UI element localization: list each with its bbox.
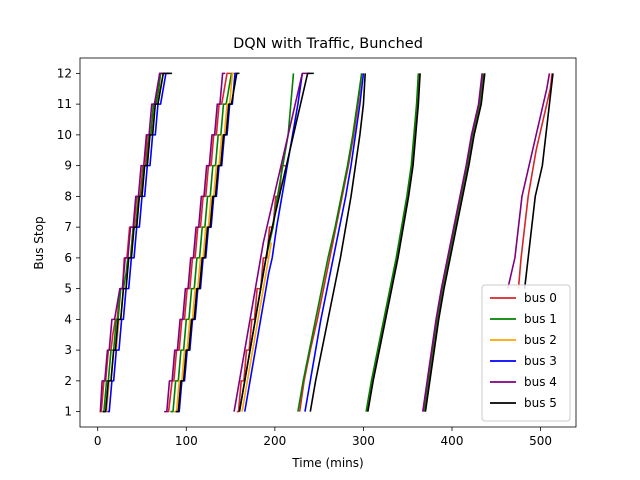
series-line-bus-3-trip-1 — [176, 72, 238, 413]
series-line-bus-2-trip-2 — [241, 242, 273, 412]
x-tick-label: 500 — [529, 434, 552, 448]
series-line-bus-4-trip-2 — [233, 72, 310, 412]
legend-label-bus-0: bus 0 — [524, 291, 557, 305]
series-line-bus-1-trip-5 — [422, 73, 484, 412]
x-tick-label: 300 — [352, 434, 375, 448]
y-tick-label: 5 — [64, 282, 72, 296]
series-line-bus-5-trip-6 — [523, 73, 554, 289]
series-line-bus-5-trip-4 — [367, 73, 421, 412]
y-tick-label: 7 — [64, 220, 72, 234]
chart-title: DQN with Traffic, Bunched — [233, 36, 423, 52]
series-line-bus-0-trip-3 — [298, 73, 363, 412]
legend-label-bus-5: bus 5 — [524, 396, 557, 410]
series-line-bus-0-trip-2 — [236, 164, 286, 413]
y-tick-label: 11 — [57, 97, 72, 111]
series-line-bus-4-trip-3 — [421, 73, 483, 412]
y-tick-label: 8 — [64, 189, 72, 203]
x-tick-label: 200 — [263, 434, 286, 448]
x-tick-label: 100 — [175, 434, 198, 448]
x-axis-label: Time (mins) — [291, 456, 363, 470]
x-tick-label: 400 — [441, 434, 464, 448]
x-axis: 0 100 200 300 400 500 — [94, 427, 552, 448]
series-line-bus-4-trip-1 — [164, 72, 226, 413]
series-line-bus-0-trip-4 — [366, 73, 421, 412]
series-line-bus-5-trip-1 — [175, 72, 240, 413]
y-axis-label: Bus Stop — [32, 216, 46, 269]
legend-label-bus-1: bus 1 — [524, 312, 557, 326]
series-line-bus-0-trip-6 — [517, 73, 553, 289]
series-bus-5 — [103, 72, 554, 413]
y-tick-label: 4 — [64, 312, 72, 326]
y-tick-label: 6 — [64, 251, 72, 265]
y-tick-label: 3 — [64, 343, 72, 357]
series-line-bus-1-trip-3 — [297, 73, 363, 412]
series-line-bus-3-trip-0 — [107, 72, 171, 413]
y-tick-label: 2 — [64, 374, 72, 388]
x-tick-label: 0 — [94, 434, 102, 448]
series-line-bus-3-trip-3 — [304, 73, 365, 412]
series-line-bus-5-trip-3 — [309, 73, 366, 412]
plot-frame — [79, 57, 577, 428]
legend-label-bus-3: bus 3 — [524, 354, 557, 368]
y-tick-label: 10 — [57, 128, 72, 142]
series-line-bus-5-trip-0 — [103, 72, 173, 413]
legend-label-bus-4: bus 4 — [524, 375, 557, 389]
legend: bus 0 bus 1 bus 2 bus 3 bus 4 bus 5 — [481, 284, 571, 422]
series-line-bus-5-trip-2 — [238, 72, 314, 412]
plot-area — [99, 72, 554, 413]
series-line-bus-1-trip-4 — [365, 73, 420, 412]
series-line-bus-4-trip-4 — [507, 73, 551, 289]
y-tick-label: 9 — [64, 159, 72, 173]
series-line-bus-2-trip-1 — [173, 72, 235, 413]
series-bus-4 — [99, 72, 551, 413]
y-tick-label: 1 — [64, 405, 72, 419]
series-line-bus-4-trip-0 — [99, 72, 166, 412]
legend-label-bus-2: bus 2 — [524, 333, 557, 347]
series-line-bus-5-trip-5 — [424, 73, 486, 412]
series-line-bus-0-trip-5 — [423, 73, 485, 412]
series-line-bus-1-trip-1 — [170, 72, 234, 413]
y-tick-label: 12 — [57, 66, 72, 80]
